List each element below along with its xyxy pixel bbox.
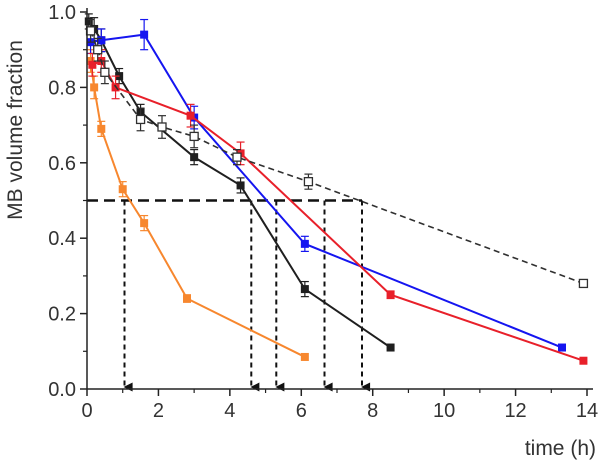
series-4 — [88, 49, 588, 365]
x-tick-label: 10 — [433, 400, 455, 422]
y-tick-label: 0.8 — [48, 77, 76, 99]
data-point — [190, 153, 199, 162]
x-tick-label: 4 — [224, 400, 235, 422]
x-tick-label: 6 — [296, 400, 307, 422]
data-point — [183, 294, 191, 303]
data-point — [386, 290, 395, 299]
y-axis-label: MB volume fraction — [4, 40, 27, 220]
data-point — [300, 352, 309, 361]
x-tick-label: 12 — [504, 400, 526, 422]
x-tick-label: 8 — [367, 400, 378, 422]
reference-lines — [87, 199, 371, 392]
data-point — [189, 131, 199, 142]
data-point — [84, 17, 93, 26]
data-point — [157, 122, 167, 132]
data-point — [140, 219, 149, 228]
data-point — [236, 181, 245, 190]
data-point — [85, 26, 96, 36]
y-tick-label: 0.6 — [48, 153, 76, 175]
series-group — [84, 13, 589, 365]
axes: 0 2 4 6 8 10 12 14 0.0 0.2 0.4 0.6 0.8 1.0 — [48, 2, 598, 422]
series-line — [89, 60, 306, 358]
data-point — [118, 185, 127, 194]
data-point — [140, 30, 149, 39]
data-point — [300, 239, 309, 248]
x-tick-label: 2 — [153, 400, 164, 422]
data-point — [93, 45, 103, 55]
data-point — [303, 176, 314, 187]
y-tick-label: 0.0 — [48, 379, 76, 401]
data-point — [558, 343, 566, 352]
data-point — [186, 111, 195, 120]
series-line — [91, 59, 584, 362]
y-tick-label: 0.2 — [48, 304, 76, 326]
data-point — [97, 124, 106, 133]
x-tick-label: 14 — [576, 400, 598, 422]
y-tick-label: 0.4 — [48, 228, 76, 250]
data-point — [579, 356, 588, 365]
data-point — [100, 67, 110, 77]
data-point — [88, 60, 97, 69]
data-point — [300, 285, 309, 294]
data-point — [97, 36, 106, 45]
series-line — [90, 33, 563, 349]
data-point — [90, 83, 99, 92]
x-axis-label: time (h) — [525, 437, 596, 460]
series-3 — [86, 18, 566, 352]
series-5 — [85, 18, 589, 289]
data-point — [578, 278, 589, 289]
series-2 — [84, 13, 395, 352]
data-point — [386, 343, 395, 352]
x-tick-label: 0 — [81, 400, 92, 422]
y-tick-label: 1.0 — [48, 2, 76, 24]
data-point — [232, 152, 242, 162]
data-point — [135, 114, 146, 125]
